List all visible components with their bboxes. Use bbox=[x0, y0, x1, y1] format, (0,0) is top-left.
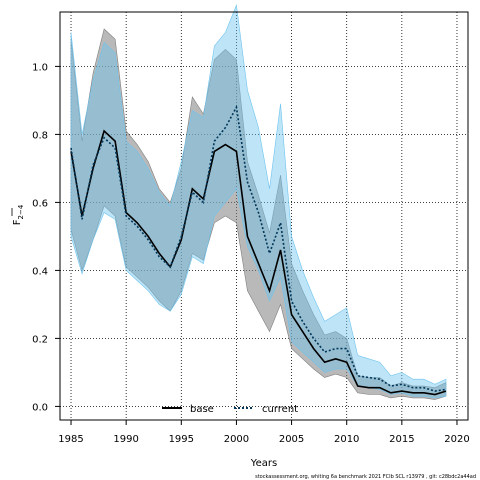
footer-note: stockassessment.org, whiting 6a benchmar… bbox=[255, 474, 476, 480]
legend-base-label: base bbox=[190, 404, 214, 415]
x-tick-label: 2005 bbox=[279, 434, 304, 445]
y-tick-label: 0.8 bbox=[32, 130, 48, 141]
x-tick-label: 2010 bbox=[334, 434, 359, 445]
x-axis-title: Years bbox=[250, 458, 277, 469]
y-axis-title-main: F bbox=[12, 219, 23, 225]
y-tick-label: 0.6 bbox=[32, 198, 48, 209]
y-axis-title: F2−4 bbox=[12, 204, 25, 225]
legend-current-label: current bbox=[262, 404, 298, 415]
plot-frame bbox=[59, 11, 469, 421]
x-tick-label: 1995 bbox=[169, 434, 194, 445]
confidence-bands bbox=[70, 4, 447, 400]
legend: base current bbox=[162, 404, 298, 415]
y-axis-title-subscript: 2−4 bbox=[17, 204, 25, 219]
x-tick-label: 2000 bbox=[224, 434, 249, 445]
y-axis: 0.0 0.2 0.4 0.6 0.8 1.0 bbox=[32, 62, 60, 413]
line-current bbox=[70, 104, 447, 392]
y-tick-label: 0.2 bbox=[32, 334, 48, 345]
x-tick-label: 1985 bbox=[58, 434, 83, 445]
series-lines bbox=[70, 104, 447, 396]
y-tick-label: 0.0 bbox=[32, 402, 48, 413]
x-tick-label: 1990 bbox=[113, 434, 138, 445]
line-base bbox=[70, 129, 447, 396]
y-tick-label: 0.4 bbox=[32, 266, 48, 277]
band-current bbox=[70, 4, 447, 399]
x-tick-label: 2015 bbox=[389, 434, 414, 445]
x-axis: 1985 1990 1995 2000 2005 2010 2015 2020 bbox=[58, 420, 470, 445]
y-tick-label: 1.0 bbox=[32, 62, 48, 73]
x-tick-label: 2020 bbox=[444, 434, 469, 445]
